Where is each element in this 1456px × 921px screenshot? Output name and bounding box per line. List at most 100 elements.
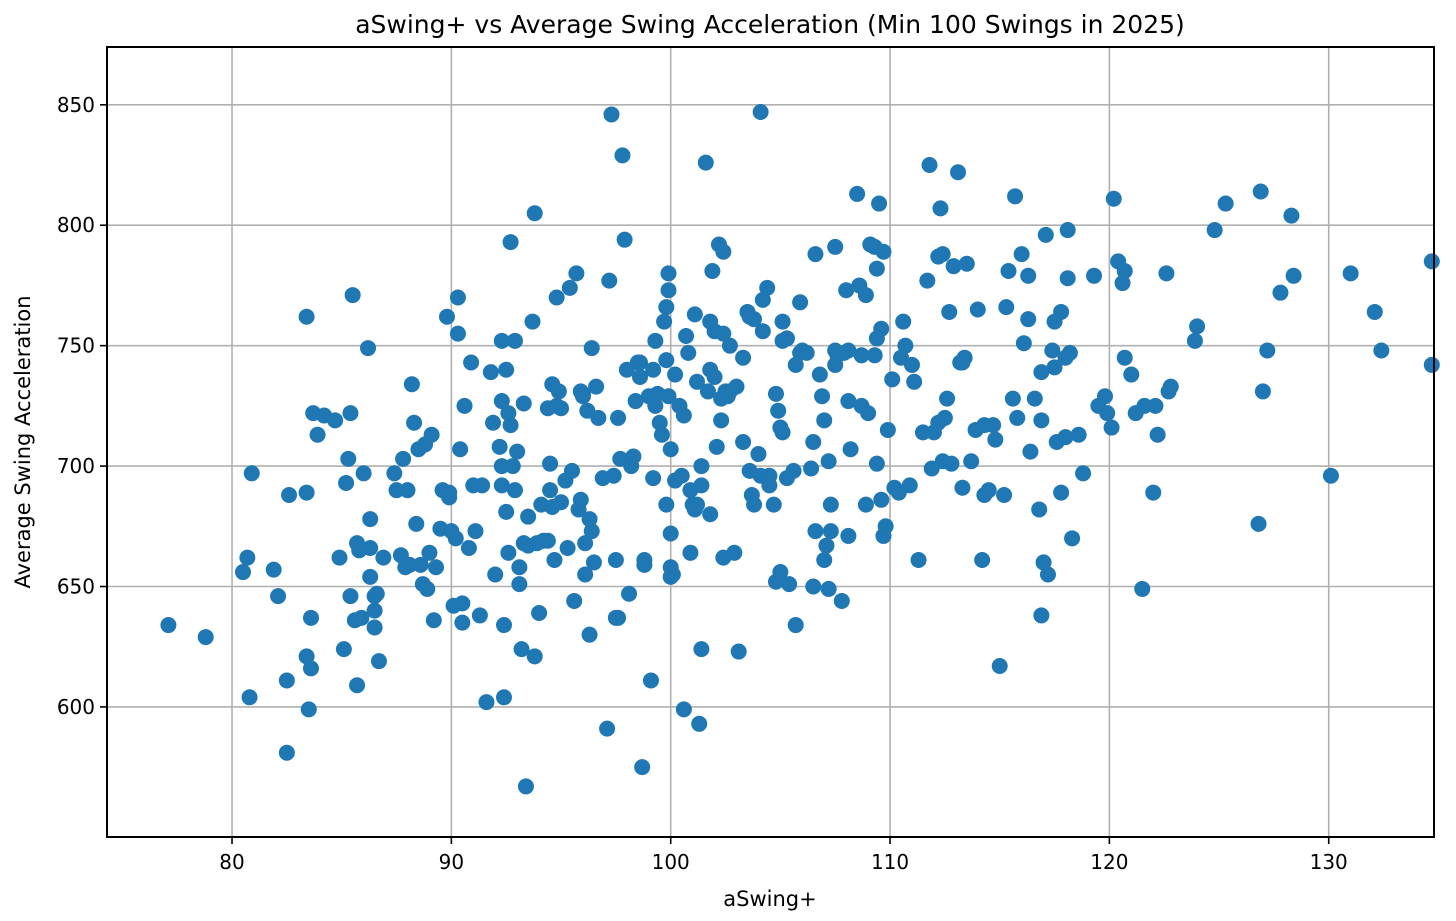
scatter-point [958,255,975,272]
scatter-point [693,458,710,475]
scatter-point [353,609,370,626]
scatter-point [474,477,491,494]
scatter-point [449,289,466,306]
scatter-point [1189,318,1206,335]
x-tick-label: 100 [652,850,690,874]
scatter-point [327,412,344,429]
scatter-point [467,523,484,540]
scatter-point [822,523,839,540]
scatter-point [998,299,1015,316]
scatter-point [1053,484,1070,501]
scatter-point [1259,342,1276,359]
scatter-point [689,373,706,390]
scatter-point [1013,246,1030,263]
scatter-point [539,532,556,549]
scatter-point [270,588,287,605]
scatter-point [873,320,890,337]
scatter-point [504,458,521,475]
scatter-point [840,393,857,410]
scatter-point [702,506,719,523]
scatter-point [423,426,440,443]
scatter-point [746,496,763,513]
scatter-point [502,234,519,251]
scatter-point [1022,443,1039,460]
scatter-point [877,518,894,535]
scatter-point [759,279,776,296]
scatter-point [1020,267,1037,284]
scatter-point [838,282,855,299]
scatter-point [1114,275,1131,292]
scatter-point [667,366,684,383]
scatter-point [1366,303,1383,320]
scatter-point [278,744,295,761]
scatter-point [627,393,644,410]
scatter-point [542,455,559,472]
scatter-point [752,104,769,121]
scatter-point [1086,267,1103,284]
scatter-point [234,564,251,581]
data-points [160,104,1440,795]
scatter-point [873,491,890,508]
scatter-point [513,641,530,658]
scatter-point [689,496,706,513]
scatter-point [603,106,620,123]
scatter-point [857,287,874,304]
scatter-point [491,438,508,455]
scatter-point [910,552,927,569]
scatter-point [634,759,651,776]
scatter-point [1033,412,1050,429]
scatter-point [607,552,624,569]
scatter-point [517,778,534,795]
scatter-point [785,462,802,479]
x-tick-label: 110 [871,850,909,874]
x-tick-label: 120 [1090,850,1128,874]
scatter-point [406,414,423,431]
scatter-point [860,405,877,422]
scatter-point [642,672,659,689]
scatter-point [903,356,920,373]
scatter-point [610,409,627,426]
scatter-point [160,617,177,634]
scatter-point [452,441,469,458]
scatter-point [553,400,570,417]
scatter-point [658,496,675,513]
scatter-point [590,409,607,426]
scatter-point [647,397,664,414]
scatter-point [1250,515,1267,532]
scatter-point [428,559,445,576]
scatter-point [662,525,679,542]
axis-ticks: 80 90 100 110 120 130 600 650 700 750 800 850 [57,93,1348,874]
scatter-point [660,282,677,299]
scatter-point [1145,484,1162,501]
scatter-point [1037,226,1054,243]
scatter-point [818,537,835,554]
scatter-point [447,530,464,547]
scatter-point [1035,554,1052,571]
scatter-point [706,368,723,385]
scatter-point [950,164,967,181]
scatter-point [454,595,471,612]
scatter-point [425,612,442,629]
scatter-point [1057,429,1074,446]
scatter-point [772,564,789,581]
scatter-point [686,306,703,323]
scatter-point [1033,364,1050,381]
scatter-point [302,609,319,626]
scatter-point [265,561,282,578]
scatter-point [605,467,622,484]
scatter-point [954,479,971,496]
scatter-point [754,291,771,308]
scatter-point [1059,270,1076,287]
scatter-point [338,474,355,491]
scatter-point [660,388,677,405]
scatter-point [956,349,973,366]
y-tick-label: 650 [57,575,95,599]
scatter-point [645,470,662,487]
scatter-point [1147,397,1164,414]
scatter-point [673,467,690,484]
scatter-point [675,701,692,718]
y-tick-label: 850 [57,93,95,117]
y-tick-label: 600 [57,695,95,719]
scatter-point [941,303,958,320]
